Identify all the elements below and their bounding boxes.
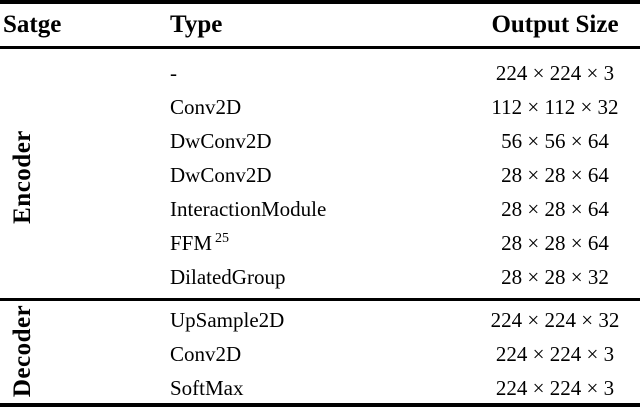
bottom-rule [0, 403, 640, 407]
header-output-size: Output Size [491, 11, 619, 38]
citation-superscript: 25 [215, 231, 230, 246]
output-size-cell: 224 × 224 × 3 [495, 61, 615, 85]
header-rule [0, 46, 640, 49]
output-size-cell: 112 × 112 × 32 [491, 95, 619, 119]
table-row: DilatedGroup 28 × 28 × 32 [0, 260, 640, 294]
table-row: Conv2D 112 × 112 × 32 [0, 90, 640, 124]
table-row: FFM 25 28 × 28 × 64 [0, 226, 640, 260]
table-row: InteractionModule 28 × 28 × 64 [0, 192, 640, 226]
type-cell: Conv2D [170, 95, 242, 119]
type-cell: Conv2D [170, 342, 242, 366]
type-cell: - [170, 61, 177, 85]
type-cell: DilatedGroup [170, 265, 286, 289]
table-row: DwConv2D 28 × 28 × 64 [0, 158, 640, 192]
table-row: - 224 × 224 × 3 [0, 56, 640, 90]
output-size-cell: 28 × 28 × 64 [501, 231, 609, 255]
output-size-cell: 56 × 56 × 64 [501, 129, 609, 153]
mid-rule [0, 298, 640, 301]
output-size-cell: 224 × 224 × 3 [495, 376, 615, 400]
header-stage: Satge [3, 11, 62, 38]
table-row: DwConv2D 56 × 56 × 64 [0, 124, 640, 158]
table-header-row: Satge Type Output Size [0, 3, 640, 46]
decoder-rows: UpSample2D 224 × 224 × 32 Conv2D 224 × 2… [0, 303, 640, 405]
top-rule [0, 0, 640, 4]
type-cell: FFM 25 [170, 226, 229, 260]
type-cell: DwConv2D [170, 163, 272, 187]
output-size-cell: 28 × 28 × 64 [501, 163, 609, 187]
output-size-cell: 224 × 224 × 3 [495, 342, 615, 366]
type-cell: InteractionModule [170, 197, 327, 221]
type-cell: DwConv2D [170, 129, 272, 153]
encoder-rows: - 224 × 224 × 3 Conv2D 112 × 112 × 32 Dw… [0, 56, 640, 294]
type-cell: UpSample2D [170, 308, 285, 332]
output-size-cell: 224 × 224 × 32 [490, 308, 620, 332]
type-cell: SoftMax [170, 376, 244, 400]
table-row: UpSample2D 224 × 224 × 32 [0, 303, 640, 337]
type-cell-text: FFM [170, 231, 213, 255]
header-type: Type [170, 11, 223, 38]
table-row: SoftMax 224 × 224 × 3 [0, 371, 640, 405]
output-size-cell: 28 × 28 × 32 [501, 265, 609, 289]
output-size-cell: 28 × 28 × 64 [501, 197, 609, 221]
table-row: Conv2D 224 × 224 × 3 [0, 337, 640, 371]
